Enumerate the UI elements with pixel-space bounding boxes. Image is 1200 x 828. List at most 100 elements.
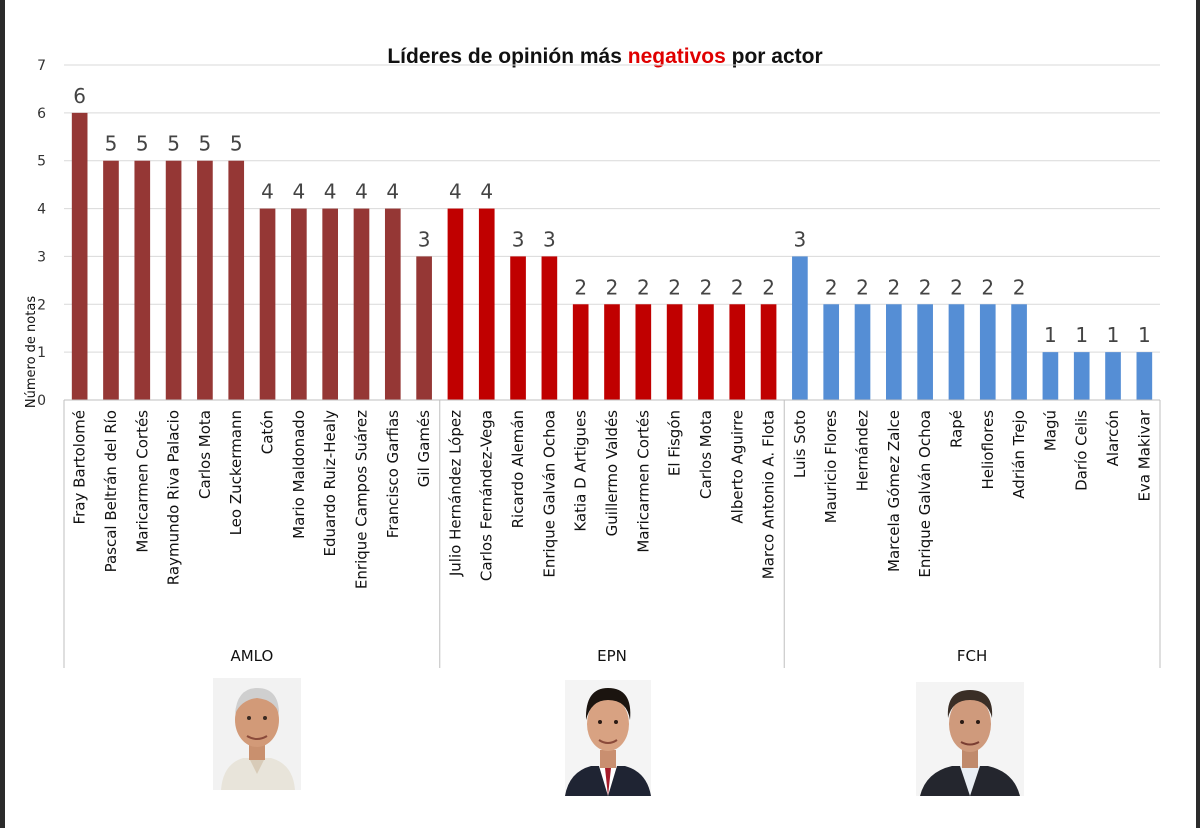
- x-tick-label: Francisco Garfias: [384, 410, 402, 538]
- data-label: 4: [386, 180, 399, 204]
- x-tick-label: Luis Soto: [791, 410, 809, 478]
- data-label: 1: [1138, 323, 1151, 347]
- x-tick-label: Magú: [1041, 410, 1059, 451]
- bar: [886, 304, 902, 400]
- data-label: 2: [606, 275, 619, 299]
- title-highlight: negativos: [628, 45, 726, 68]
- y-tick-label: 5: [37, 154, 46, 170]
- bar: [447, 208, 464, 400]
- bar: [604, 304, 620, 400]
- bar: [948, 304, 965, 400]
- x-tick-label: Carlos Mota: [697, 410, 715, 499]
- bar: [1105, 352, 1121, 400]
- bar: [510, 256, 526, 400]
- data-label: 2: [574, 275, 587, 299]
- bar: [698, 304, 714, 400]
- bar: [228, 160, 245, 400]
- bar: [823, 304, 840, 400]
- data-label: 3: [418, 227, 431, 251]
- x-tick-label: El Fisgón: [666, 410, 684, 476]
- bar: [416, 256, 432, 400]
- data-label: 2: [981, 275, 994, 299]
- group-label: EPN: [597, 647, 627, 665]
- bar: [572, 304, 589, 400]
- x-tick-label: Alarcón: [1104, 410, 1122, 466]
- x-tick-label: Marco Antonio A. Flota: [760, 410, 778, 579]
- data-label: 5: [167, 132, 180, 156]
- data-label: 4: [292, 180, 305, 204]
- data-label: 2: [856, 275, 869, 299]
- x-tick-label: Mario Maldonado: [290, 410, 308, 539]
- group-label: FCH: [957, 647, 987, 665]
- data-label: 2: [825, 275, 838, 299]
- data-label: 2: [887, 275, 900, 299]
- data-label: 5: [136, 132, 149, 156]
- x-tick-label: Rapé: [947, 410, 965, 448]
- x-axis-ticks: Fray Bartolomé Pascal Beltrán del Río Mari…: [71, 409, 1154, 589]
- data-label: 3: [794, 227, 807, 251]
- x-tick-label: Enrique Campos Suárez: [352, 410, 370, 589]
- bar: [322, 208, 338, 400]
- group-label: AMLO: [230, 647, 273, 665]
- bar: [1042, 352, 1059, 400]
- bar: [291, 208, 307, 400]
- bar: [541, 256, 558, 400]
- bar: [917, 304, 933, 400]
- group-axis: AMLO EPN FCH: [63, 399, 1161, 668]
- y-tick-label: 4: [37, 202, 46, 218]
- x-tick-label: Carlos Mota: [196, 410, 214, 499]
- y-tick-label: 7: [37, 58, 46, 74]
- data-label: 2: [731, 275, 744, 299]
- data-label: 4: [261, 180, 274, 204]
- x-tick-label: Marcela Gómez Zalce: [885, 410, 903, 572]
- data-label: 1: [1044, 323, 1057, 347]
- data-labels: 65 5 5 5 54 4 4 4 434 43 32 2 2 2 2 2 232 2 2 2 2 2 21 1 1 1: [73, 84, 1150, 347]
- y-axis-ticks: 0 1 2 3 4 5 6 7: [37, 58, 46, 409]
- bar: [729, 304, 746, 400]
- x-tick-label: Leo Zuckermann: [227, 410, 245, 535]
- data-label: 2: [1013, 275, 1026, 299]
- data-label: 4: [355, 180, 368, 204]
- data-label: 3: [543, 227, 556, 251]
- x-tick-label: Mauricio Flores: [822, 410, 840, 523]
- x-tick-label: Katia D Artigues: [572, 410, 590, 532]
- x-tick-label: Fray Bartolomé: [71, 410, 89, 524]
- data-label: 5: [230, 132, 243, 156]
- data-label: 4: [324, 180, 337, 204]
- data-label: 2: [762, 275, 775, 299]
- bar: [134, 160, 151, 400]
- bar: [666, 304, 683, 400]
- bar: [792, 256, 808, 400]
- y-tick-label: 1: [37, 345, 46, 361]
- x-tick-label: Enrique Galván Ochoa: [540, 410, 558, 578]
- x-tick-label: Adrián Trejo: [1010, 410, 1028, 499]
- amlo-portrait-image: [213, 678, 301, 790]
- x-tick-label: Eva Makivar: [1135, 409, 1153, 501]
- x-tick-label: Eduardo Ruiz-Healy: [321, 410, 339, 557]
- bar: [384, 208, 401, 400]
- gridlines: [64, 64, 1160, 353]
- x-tick-label: Pascal Beltrán del Río: [102, 410, 120, 572]
- data-label: 4: [480, 180, 493, 204]
- data-label: 2: [700, 275, 713, 299]
- y-tick-label: 3: [37, 249, 46, 265]
- x-tick-label: Maricarmen Cortés: [133, 410, 151, 553]
- bar: [71, 112, 88, 400]
- bar: [259, 208, 276, 400]
- x-tick-label: Heliofl­ores: [979, 410, 997, 490]
- fch-portrait-image: [916, 682, 1024, 796]
- y-tick-label: 0: [37, 393, 46, 409]
- x-tick-label: Raymundo Riva Palacio: [165, 410, 183, 585]
- bar: [1073, 352, 1090, 400]
- data-label: 2: [919, 275, 932, 299]
- data-label: 2: [668, 275, 681, 299]
- data-label: 6: [73, 84, 86, 108]
- left-border: [0, 0, 5, 828]
- bar: [1011, 304, 1027, 400]
- x-tick-label: Alberto Aguirre: [728, 410, 746, 524]
- data-label: 4: [449, 180, 462, 204]
- right-border: [1196, 0, 1200, 828]
- bar: [197, 160, 213, 400]
- data-label: 2: [637, 275, 650, 299]
